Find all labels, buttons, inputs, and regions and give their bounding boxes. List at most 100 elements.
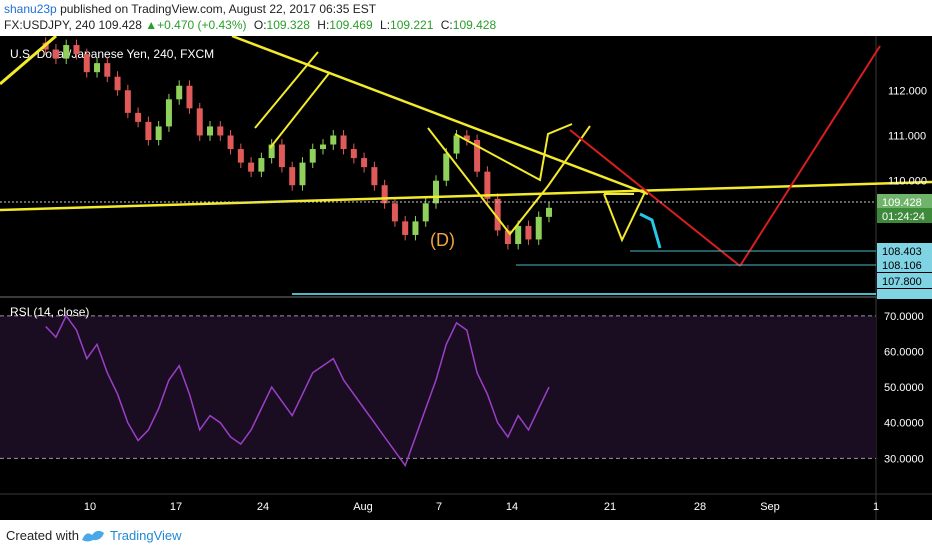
- candle-body: [494, 198, 501, 231]
- rsi-band-fill: [0, 315, 876, 459]
- candle-body: [299, 162, 306, 186]
- red-projection-up: [739, 45, 881, 267]
- candle-body: [63, 45, 70, 59]
- time-tick-label: Sep: [760, 501, 780, 513]
- rsi-tick-label: 30.0000: [884, 453, 924, 465]
- rsi-title: RSI (14, close): [10, 305, 89, 319]
- candle-body: [165, 99, 172, 127]
- candle-body: [433, 180, 440, 204]
- candle-body: [176, 85, 183, 100]
- candle-body: [320, 144, 327, 150]
- candle-body: [484, 171, 491, 199]
- publish-line: shanu23p published on TradingView.com, A…: [4, 2, 376, 16]
- candle-body: [258, 158, 265, 172]
- red-projection-down: [569, 129, 741, 267]
- candle-body: [196, 108, 203, 136]
- channel-line-3: [427, 125, 591, 236]
- time-tick-label: 28: [694, 501, 706, 513]
- lower-ascending-trendline: [0, 180, 932, 212]
- rsi-tick-label: 70.0000: [884, 311, 924, 323]
- created-with-text: Created with: [6, 528, 79, 543]
- candle-body: [371, 167, 378, 186]
- candle-body: [545, 207, 552, 217]
- quote-line: FX:USDJPY, 240 109.428 ▲+0.470 (+0.43%) …: [4, 18, 496, 32]
- footer: Created with TradingView: [0, 520, 932, 550]
- candle-body: [135, 112, 142, 122]
- candle-body: [207, 126, 214, 136]
- countdown-label: 01:24:24: [882, 211, 925, 223]
- level-label-2-bg: [877, 257, 932, 272]
- level-label-1: 108.403: [882, 246, 922, 258]
- time-tick-label: 1: [873, 501, 879, 513]
- candle-body: [330, 135, 337, 145]
- cyan-projection: [639, 212, 662, 249]
- chart-canvas[interactable]: U.S. Dollar/Japanese Yen, 240, FXCM(D)11…: [0, 36, 932, 520]
- candle-body: [463, 135, 470, 140]
- level-label-3-bg: [877, 273, 932, 288]
- candle-body: [83, 54, 90, 73]
- candle-body: [515, 225, 522, 244]
- candle-body: [535, 216, 542, 240]
- last-price-label-bg: [877, 194, 932, 209]
- countdown-label-bg: [877, 208, 932, 223]
- candle-body: [443, 153, 450, 181]
- chart-header: shanu23p published on TradingView.com, A…: [0, 0, 932, 36]
- time-tick-label: 17: [170, 501, 182, 513]
- candle-body: [94, 63, 101, 73]
- candle-body: [237, 149, 244, 163]
- close-value: 109.428: [452, 18, 497, 32]
- candle-body: [402, 221, 409, 235]
- candle-body: [504, 230, 511, 244]
- level-label-2: 108.106: [882, 260, 922, 272]
- channel-line-4: [454, 123, 573, 182]
- rsi-tick-label: 50.0000: [884, 382, 924, 394]
- high-value: 109.469: [329, 18, 373, 32]
- candle-body: [268, 144, 275, 159]
- chart-title: U.S. Dollar/Japanese Yen, 240, FXCM: [10, 47, 214, 61]
- price-change: +0.470 (+0.43%): [157, 18, 247, 32]
- tradingview-logo-icon[interactable]: [80, 526, 106, 549]
- high-label: H:: [317, 18, 330, 32]
- candle-body: [474, 140, 481, 172]
- time-tick-label: 10: [84, 501, 96, 513]
- level-label-4-bg: [877, 289, 932, 299]
- candle-body: [155, 126, 162, 140]
- small-triangle-line: [603, 189, 647, 243]
- price-tick-label: 110.000: [888, 176, 927, 188]
- candle-body: [52, 49, 59, 59]
- candle-body: [278, 144, 285, 168]
- candle-body: [340, 135, 347, 150]
- symbol: FX:USDJPY, 240: [4, 18, 96, 32]
- rsi-tick-label: 60.0000: [884, 346, 924, 358]
- time-tick-label: 24: [257, 501, 269, 513]
- open-value: 109.328: [266, 18, 310, 32]
- candle-body: [422, 203, 429, 222]
- open-label: O:: [253, 18, 267, 32]
- level-label-1-bg: [877, 243, 932, 258]
- publish-info: published on TradingView.com, August 22,…: [60, 2, 377, 16]
- candle-body: [248, 162, 255, 172]
- candle-body: [227, 135, 234, 150]
- time-tick-label: Aug: [353, 501, 373, 513]
- candle-body: [309, 149, 316, 163]
- candle-body: [124, 90, 131, 113]
- candle-body: [412, 221, 419, 235]
- author-link[interactable]: shanu23p: [4, 2, 57, 16]
- upper-descending-trendline: [231, 36, 649, 196]
- candle-body: [361, 158, 368, 168]
- price-tick-label: 112.000: [888, 85, 927, 97]
- time-tick-label: 7: [436, 501, 442, 513]
- candle-body: [289, 167, 296, 186]
- candle-body: [145, 121, 152, 140]
- upper-left-trendline: [0, 36, 57, 86]
- channel-line-1: [254, 51, 319, 129]
- chart-area[interactable]: U.S. Dollar/Japanese Yen, 240, FXCM (D) 11…: [0, 36, 932, 520]
- wave-label-d: (D): [430, 230, 455, 250]
- channel-line-2: [269, 71, 331, 149]
- rsi-tick-label: 40.0000: [884, 418, 924, 430]
- tradingview-brand[interactable]: TradingView: [110, 528, 182, 543]
- last-price: 109.428: [98, 18, 142, 32]
- candle-body: [217, 126, 224, 136]
- candle-body: [525, 225, 532, 240]
- candle-body: [381, 185, 388, 204]
